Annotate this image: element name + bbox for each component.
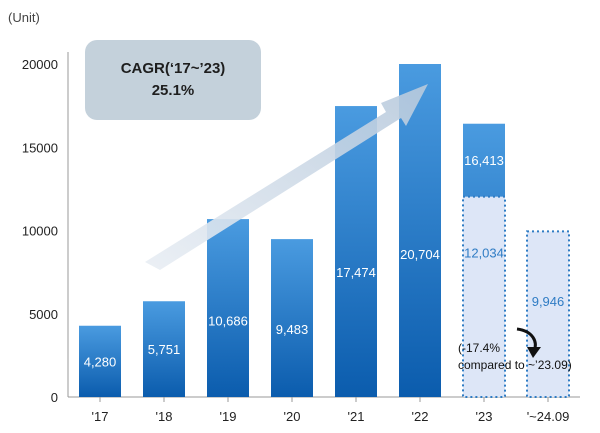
y-tick-label: 15000 [22,140,58,155]
x-tick-label: '19 [220,409,237,424]
cagr-title: CAGR(‘17~’23) [121,60,226,77]
decline-note: (-17.4% compared to ~’23.09) [458,327,572,372]
unit-label: (Unit) [8,10,40,25]
x-tick-label: '22 [412,409,429,424]
bar-value-label: 10,686 [208,313,248,328]
note-line-2: compared to ~’23.09) [458,358,572,372]
bar-value-label: 9,946 [532,294,565,309]
y-ticks: 0 5000 10000 15000 20000 [22,57,58,405]
bar-outline [526,230,570,398]
bar-value-label: 16,413 [464,153,504,168]
bar [271,239,313,397]
bar-value-label: 4,280 [84,354,117,369]
overlay-bar [462,195,506,398]
cagr-value: 25.1% [152,82,195,99]
x-tick-label: '23 [476,409,493,424]
bar [79,325,121,397]
x-tick-label: '20 [284,409,301,424]
y-tick-label: 10000 [22,224,58,239]
x-tick-label: '21 [348,409,365,424]
trend-arrow [145,84,428,270]
bar-value-label: 20,704 [400,247,440,262]
note-line-1: (-17.4% [458,341,500,355]
bar-value-label: 17,474 [336,265,376,280]
arrowhead-icon [527,347,541,358]
bar [143,301,185,397]
bar-value-label: 5,751 [148,342,181,357]
y-tick-label: 20000 [22,57,58,72]
cagr-box: CAGR(‘17~’23) 25.1% [85,40,261,120]
y-tick-label: 5000 [29,307,58,322]
x-tick-label: '18 [156,409,173,424]
bar-value-label: 9,483 [276,322,309,337]
overlay-bars: 12,034 9,946 [462,195,570,398]
x-ticks: '17 '18 '19 '20 '21 '22 '23 '~24.09 [92,397,570,424]
bar [207,219,249,397]
x-tick-label: '17 [92,409,109,424]
x-tick-label: '~24.09 [527,409,570,424]
y-tick-label: 0 [51,390,58,405]
overlay-value-label: 12,034 [464,246,504,261]
